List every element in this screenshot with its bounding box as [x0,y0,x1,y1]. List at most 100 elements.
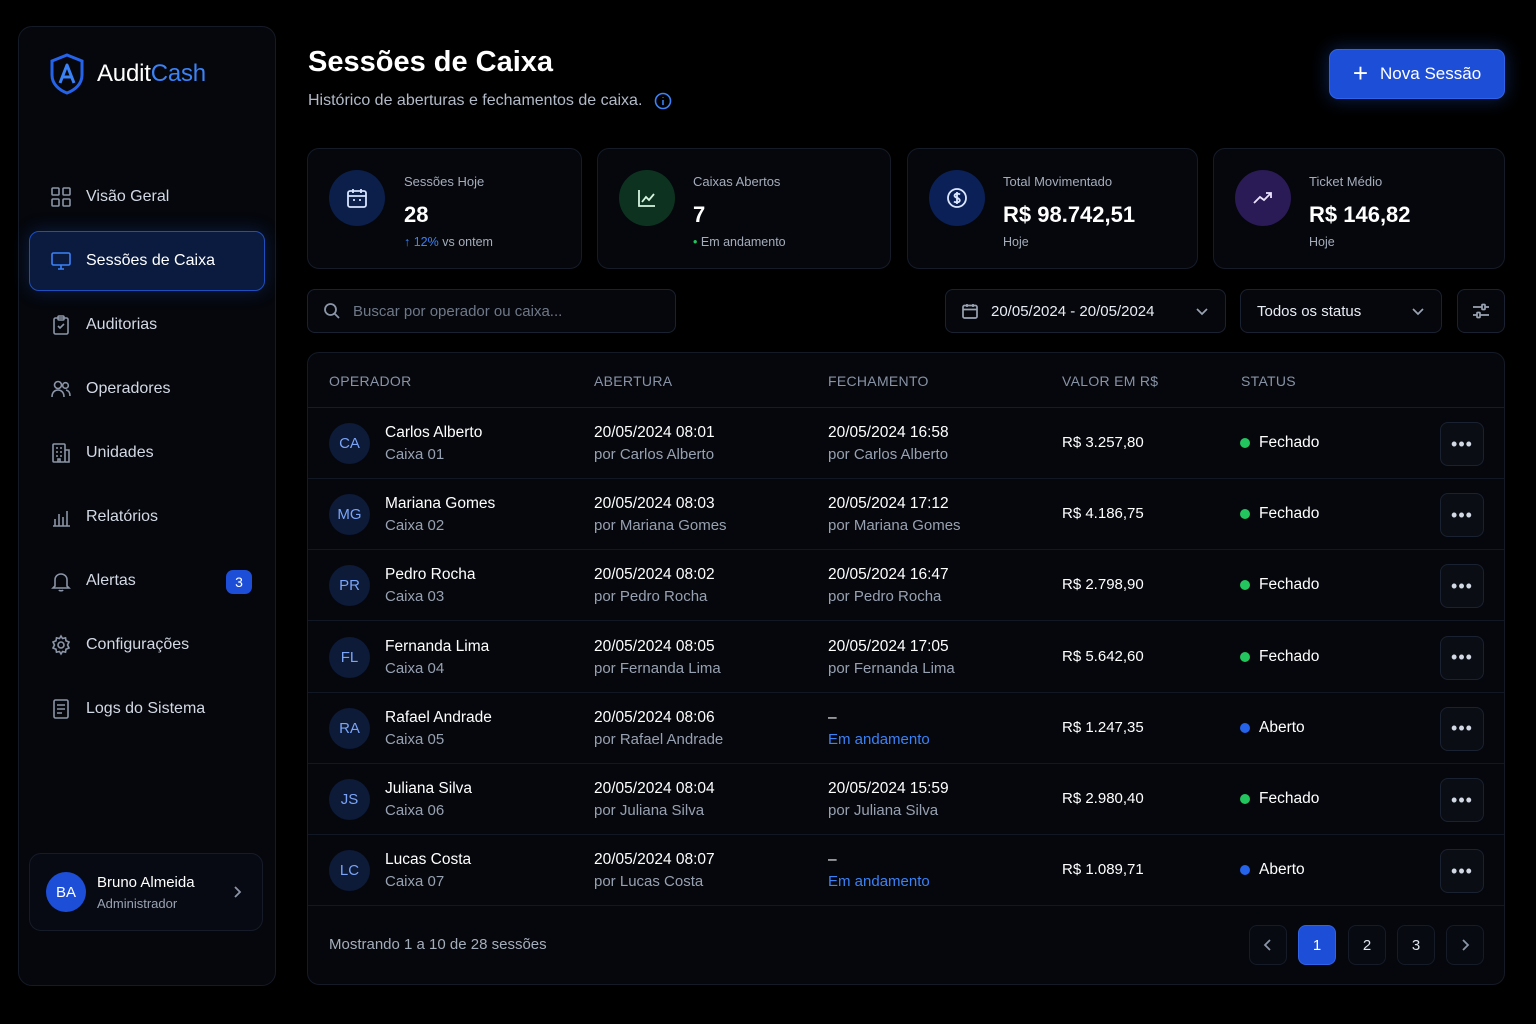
sidebar-item-sessoes-de-caixa[interactable]: Sessões de Caixa [29,231,265,291]
status-dot [1240,509,1250,520]
plus-icon: + [1352,58,1369,88]
open-by: por Lucas Costa [594,873,704,891]
more-options-button[interactable]: ••• [1440,564,1484,609]
sidebar-item-relatorios[interactable]: Relatórios [29,487,265,547]
column-header-valor[interactable]: VALOR EM R$ [1062,373,1159,389]
chevron-right-icon [230,885,244,904]
logo[interactable]: AuditCash [49,53,206,95]
operator-name[interactable]: Juliana Silva [385,780,473,797]
sidebar-item-unidades[interactable]: Unidades [29,423,265,483]
more-horizontal-icon: ••• [1451,647,1473,668]
open-time: 20/05/2024 08:04 [594,780,715,797]
sidebar-item-label: Configurações [86,636,190,653]
stat-sub: Hoje [1003,235,1029,249]
session-value: R$ 3.257,80 [1062,434,1144,451]
more-options-button[interactable]: ••• [1440,635,1484,680]
open-by: por Pedro Rocha [594,588,708,606]
sidebar-item-label: Logs do Sistema [86,700,206,717]
sidebar-item-visao-geral[interactable]: Visão Geral [29,167,265,227]
column-header-abertura[interactable]: ABERTURA [594,373,673,389]
stat-label: Ticket Médio [1309,174,1383,189]
search-box[interactable] [307,289,676,333]
operator-name[interactable]: Pedro Rocha [385,566,476,584]
open-time: 20/05/2024 08:01 [594,424,715,441]
table-row[interactable]: LC Lucas Costa Caixa 07 20/05/2024 08:07 por… [308,835,1504,907]
status-badge: Fechado [1240,648,1319,666]
open-by: por Juliana Silva [594,802,705,819]
sidebar-item-alertas[interactable]: Alertas 3 [29,551,265,611]
grid-icon [50,186,72,208]
table-row[interactable]: MG Mariana Gomes Caixa 02 20/05/2024 08:03 p… [308,479,1504,551]
search-input[interactable] [353,302,653,320]
sidebar-item-configuracoes[interactable]: Configurações [29,615,265,675]
status-label: Aberto [1259,861,1305,879]
open-time: 20/05/2024 08:03 [594,495,715,513]
more-options-button[interactable]: ••• [1440,706,1484,751]
sidebar-item-label: Sessões de Caixa [86,252,215,269]
sidebar-item-label: Operadores [86,380,171,397]
table-row[interactable]: JS Juliana Silva Caixa 06 20/05/2024 08:04 p… [308,764,1504,835]
table-row[interactable]: CA Carlos Alberto Caixa 01 20/05/2024 08:01… [308,408,1504,479]
sidebar-item-label: Unidades [86,444,154,461]
operator-name[interactable]: Fernanda Lima [385,637,490,655]
table-row[interactable]: RA Rafael Andrade Caixa 05 20/05/2024 08:06… [308,693,1504,764]
monitor-icon [50,250,72,272]
open-time: 20/05/2024 08:05 [594,637,715,655]
status-label: Fechado [1259,505,1320,523]
status-badge: Fechado [1240,434,1319,452]
pagination-page-1[interactable]: 1 [1298,925,1336,965]
pagination-next-button[interactable] [1446,925,1484,965]
stat-value: R$ 98.742,51 [1003,202,1136,227]
gear-icon [50,634,72,656]
stat-sub: ↑ 12% vs ontem [404,235,493,249]
close-time: – [828,851,837,869]
more-options-button[interactable]: ••• [1440,493,1484,538]
status-dot [1240,722,1250,733]
avatar: BA [46,872,86,912]
more-options-button[interactable]: ••• [1440,849,1484,894]
column-header-fechamento[interactable]: FECHAMENTO [828,373,929,389]
pagination-page-2[interactable]: 2 [1348,925,1386,965]
pagination-prev-button[interactable] [1249,925,1287,965]
operator-name[interactable]: Rafael Andrade [385,708,492,726]
operator-name[interactable]: Mariana Gomes [385,495,496,513]
column-header-status[interactable]: STATUS [1241,373,1296,389]
more-horizontal-icon: ••• [1451,718,1473,739]
close-by: Em andamento [828,730,930,748]
sidebar-item-logs-do-sistema[interactable]: Logs do Sistema [29,679,265,739]
operator-name[interactable]: Lucas Costa [385,851,472,869]
more-horizontal-icon: ••• [1451,575,1473,596]
open-time: 20/05/2024 08:07 [594,851,715,869]
table-row[interactable]: PR Pedro Rocha Caixa 03 20/05/2024 08:02 por… [308,550,1504,622]
sidebar-item-label: Visão Geral [86,188,170,205]
status-label: Fechado [1259,647,1320,665]
new-session-button[interactable]: + Nova Sessão [1329,49,1505,99]
close-by: por Fernanda Lima [828,659,955,677]
sidebar-item-auditorias[interactable]: Auditorias [29,295,265,355]
date-range-select[interactable]: 20/05/2024 - 20/05/2024 [945,289,1226,333]
close-by: por Carlos Alberto [828,446,949,463]
status-dot [1240,651,1250,662]
status-select[interactable]: Todos os status [1240,289,1442,333]
stat-card-sessoes-hoje: Sessões Hoje 28 ↑ 12% vs ontem [307,148,582,269]
calendar-icon [962,304,978,319]
shield-logo-icon [50,53,84,95]
table-row[interactable]: FL Fernanda Lima Caixa 04 20/05/2024 08:05 p… [308,622,1504,693]
open-time: 20/05/2024 08:02 [594,566,715,584]
session-value: R$ 1.089,71 [1062,861,1144,879]
session-value: R$ 2.980,40 [1062,790,1144,807]
user-profile-card[interactable]: BA Bruno Almeida Administrador [29,853,263,931]
bell-icon [50,570,72,592]
operator-name[interactable]: Carlos Alberto [385,424,483,441]
open-by: por Rafael Andrade [594,730,724,748]
column-header-operador[interactable]: OPERADOR [329,373,412,389]
more-options-button[interactable]: ••• [1440,778,1484,822]
pagination-page-3[interactable]: 3 [1397,925,1435,965]
info-icon[interactable] [654,92,672,110]
sidebar-item-operadores[interactable]: Operadores [29,359,265,419]
chevron-down-icon [1196,308,1208,316]
advanced-filters-button[interactable] [1457,289,1505,333]
more-options-button[interactable]: ••• [1440,422,1484,466]
status-select-value: Todos os status [1257,302,1362,320]
status-badge: Fechado [1240,505,1319,523]
